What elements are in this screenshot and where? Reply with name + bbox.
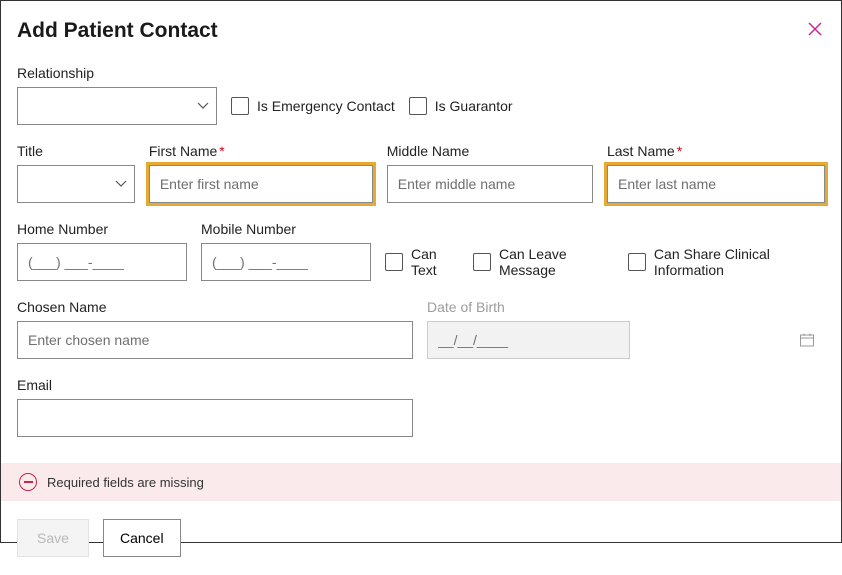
relationship-label: Relationship	[17, 65, 217, 81]
dialog-header: Add Patient Contact	[1, 1, 841, 43]
relationship-field: Relationship	[17, 65, 217, 125]
error-message: Required fields are missing	[47, 475, 204, 490]
can-text-checkbox[interactable]	[385, 253, 403, 271]
mobile-number-field: Mobile Number	[201, 221, 371, 281]
can-leave-message-checkbox[interactable]	[473, 253, 491, 271]
first-name-label: First Name*	[149, 143, 373, 159]
title-select[interactable]	[17, 165, 135, 203]
chosen-name-input[interactable]	[17, 321, 413, 359]
phone-row: Home Number Mobile Number Can Text Can L…	[17, 221, 825, 281]
home-number-label: Home Number	[17, 221, 187, 237]
can-text-wrap: Can Text	[385, 243, 459, 281]
can-share-clinical-wrap: Can Share Clinical Information	[628, 243, 825, 281]
emergency-contact-checkbox[interactable]	[231, 97, 249, 115]
last-name-input[interactable]	[607, 165, 825, 203]
guarantor-checkbox-wrap: Is Guarantor	[409, 87, 513, 125]
title-field: Title	[17, 143, 135, 203]
can-leave-message-wrap: Can Leave Message	[473, 243, 614, 281]
dob-label: Date of Birth	[427, 299, 825, 315]
error-icon	[19, 473, 37, 491]
chosen-name-label: Chosen Name	[17, 299, 413, 315]
can-share-clinical-label: Can Share Clinical Information	[654, 246, 825, 278]
name-row: Title First Name* Middle Name	[17, 143, 825, 203]
middle-name-field: Middle Name	[387, 143, 593, 203]
cancel-button[interactable]: Cancel	[103, 519, 181, 557]
guarantor-checkbox[interactable]	[409, 97, 427, 115]
calendar-icon	[799, 332, 815, 348]
required-star: *	[219, 143, 224, 159]
mobile-number-input[interactable]	[201, 243, 371, 281]
home-number-input[interactable]	[17, 243, 187, 281]
last-name-label: Last Name*	[607, 143, 825, 159]
email-row: Email	[17, 377, 825, 437]
guarantor-label: Is Guarantor	[435, 98, 513, 114]
chosen-dob-row: Chosen Name Date of Birth	[17, 299, 825, 359]
email-field: Email	[17, 377, 413, 437]
can-share-clinical-checkbox[interactable]	[628, 253, 646, 271]
relationship-select[interactable]	[17, 87, 217, 125]
dob-input	[427, 321, 630, 359]
dialog-footer: Save Cancel	[1, 501, 841, 575]
title-label: Title	[17, 143, 135, 159]
required-star: *	[677, 143, 682, 159]
email-input[interactable]	[17, 399, 413, 437]
add-patient-contact-dialog: Add Patient Contact Relationship Is Eme	[0, 0, 842, 543]
middle-name-label: Middle Name	[387, 143, 593, 159]
close-button[interactable]	[805, 19, 825, 39]
dialog-title: Add Patient Contact	[17, 19, 218, 43]
middle-name-input[interactable]	[387, 165, 593, 203]
emergency-contact-label: Is Emergency Contact	[257, 98, 395, 114]
relationship-row: Relationship Is Emergency Contact Is Gua…	[17, 65, 825, 125]
dob-field: Date of Birth	[427, 299, 825, 359]
error-banner: Required fields are missing	[1, 463, 841, 501]
first-name-input[interactable]	[149, 165, 373, 203]
last-name-field: Last Name*	[607, 143, 825, 203]
email-label: Email	[17, 377, 413, 393]
mobile-number-label: Mobile Number	[201, 221, 371, 237]
first-name-field: First Name*	[149, 143, 373, 203]
home-number-field: Home Number	[17, 221, 187, 281]
can-leave-message-label: Can Leave Message	[499, 246, 614, 278]
can-text-label: Can Text	[411, 246, 459, 278]
emergency-contact-checkbox-wrap: Is Emergency Contact	[231, 87, 395, 125]
close-icon	[807, 21, 823, 37]
chosen-name-field: Chosen Name	[17, 299, 413, 359]
save-button[interactable]: Save	[17, 519, 89, 557]
